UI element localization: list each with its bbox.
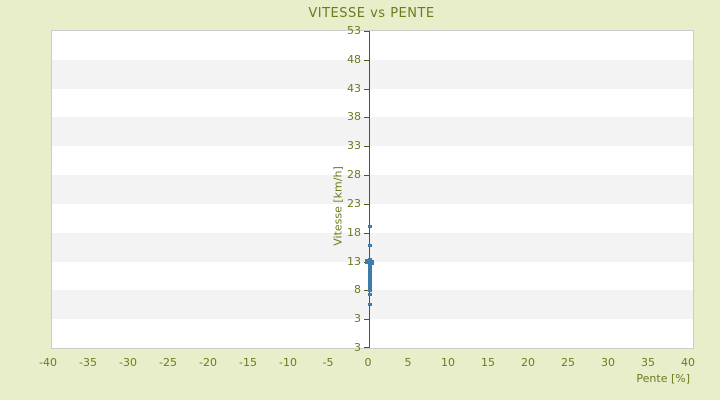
- plot-band: [52, 232, 693, 262]
- x-tick-label: 40: [681, 356, 695, 369]
- scatter-point: [369, 260, 374, 264]
- plot-band: [52, 203, 693, 233]
- plot-band: [52, 290, 693, 320]
- x-tick-label: 0: [364, 356, 372, 369]
- x-tick-label: -35: [79, 356, 97, 369]
- y-tick-mark: [364, 31, 370, 32]
- y-tick-mark: [364, 175, 370, 177]
- y-tick-label: 33: [347, 139, 361, 153]
- y-tick-label: 8: [354, 283, 361, 297]
- y-tick-mark: [364, 146, 370, 148]
- scatter-point: [369, 261, 374, 265]
- y-tick-mark: [364, 117, 370, 119]
- y-tick-label: 13: [347, 254, 361, 268]
- x-tick-label: 35: [641, 356, 655, 369]
- plot-band: [52, 88, 693, 118]
- x-tick-label: -5: [322, 356, 334, 369]
- y-tick-mark: [364, 290, 370, 292]
- y-tick-mark: [364, 88, 370, 90]
- plot-band: [52, 261, 693, 291]
- chart-title: VITESSE vs PENTE: [308, 6, 435, 21]
- scatter-point: [367, 293, 372, 297]
- x-tick-label: 30: [601, 356, 615, 369]
- x-tick-label: 15: [481, 356, 495, 369]
- y-axis-title: Vitesse [km/h]: [331, 166, 345, 246]
- scatter-point: [367, 287, 372, 291]
- y-tick-label: 3: [354, 341, 361, 354]
- scatter-point: [367, 244, 372, 248]
- plot-band: [52, 175, 693, 204]
- x-tick-label: -25: [159, 356, 177, 369]
- scatter-point: [365, 261, 370, 265]
- y-tick-mark: [364, 347, 370, 348]
- y-tick-mark: [364, 59, 370, 61]
- plot-band: [52, 146, 693, 176]
- x-tick-label: 10: [441, 356, 455, 369]
- y-tick-label: 38: [347, 110, 361, 124]
- x-tick-label: -10: [279, 356, 297, 369]
- x-tick-label: -40: [39, 356, 57, 369]
- x-tick-label: 5: [404, 356, 412, 369]
- y-tick-label: 28: [347, 168, 361, 182]
- plot-band: [52, 319, 693, 348]
- y-tick-label: 3: [354, 312, 361, 326]
- plot-band: [52, 59, 693, 89]
- x-axis-title: Pente [%]: [636, 372, 690, 385]
- scatter-point: [367, 289, 372, 293]
- x-tick-label: -30: [119, 356, 137, 369]
- y-tick-mark: [364, 319, 370, 321]
- scatter-point: [367, 302, 372, 306]
- x-tick-label: 20: [521, 356, 535, 369]
- y-tick-label: 48: [347, 52, 361, 66]
- y-tick-label: 18: [347, 225, 361, 239]
- x-tick-label: -15: [239, 356, 257, 369]
- y-axis-line: [369, 31, 370, 348]
- y-tick-label: 53: [347, 24, 361, 37]
- plot-band: [52, 31, 693, 60]
- plot-band: [52, 117, 693, 147]
- x-tick-label: -20: [199, 356, 217, 369]
- x-tick-label: 25: [561, 356, 575, 369]
- y-tick-mark: [364, 232, 370, 234]
- scatter-point: [367, 225, 372, 229]
- y-tick-label: 43: [347, 81, 361, 95]
- y-tick-label: 23: [347, 196, 361, 210]
- scatter-point: [365, 259, 370, 263]
- plot-area: [51, 30, 694, 349]
- y-tick-mark: [364, 203, 370, 205]
